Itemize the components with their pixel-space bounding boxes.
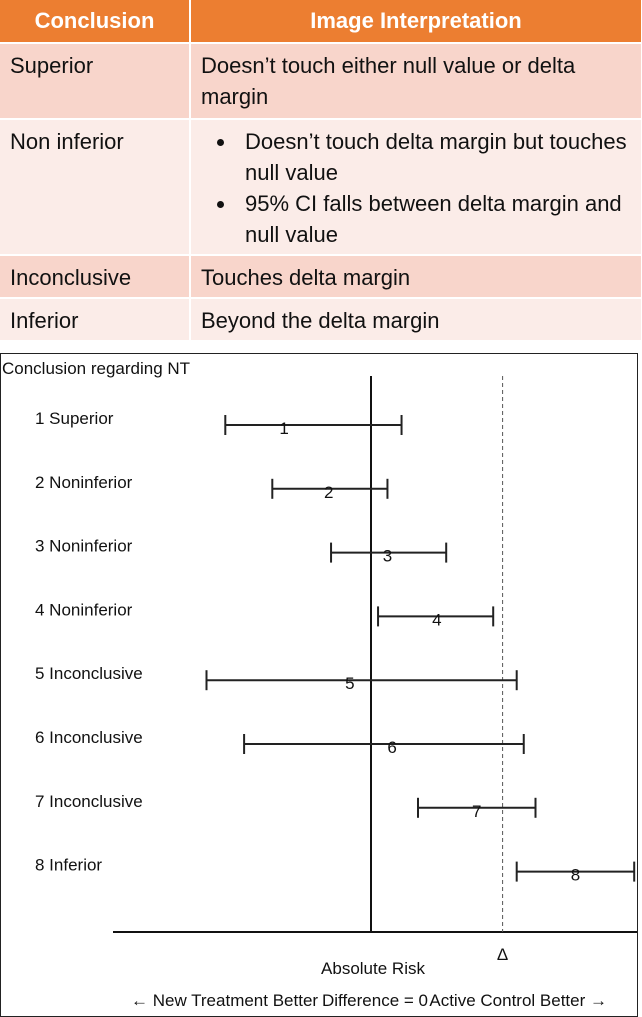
- null-label-line-1: Absolute Risk: [321, 959, 425, 978]
- header-image-interpretation: Image Interpretation: [190, 0, 642, 44]
- interval-label-1: 1 Superior: [35, 409, 114, 428]
- interval-label-3: 3 Noninferior: [35, 537, 133, 556]
- row-inferior-conclusion: Inferior: [0, 298, 191, 342]
- interval-point-8: 8: [571, 866, 580, 885]
- interval-label-7: 7 Inconclusive: [35, 792, 143, 811]
- row-superior-interpretation: Doesn’t touch either null value or delta…: [190, 43, 642, 120]
- interval-point-2: 2: [324, 483, 333, 502]
- row-noninferior-conclusion: Non inferior: [0, 119, 191, 256]
- table-row: Inconclusive Touches delta margin: [0, 255, 642, 299]
- interval-label-2: 2 Noninferior: [35, 473, 133, 492]
- noninferiority-figure: Conclusion regarding NT Δ Absolute Risk …: [0, 353, 638, 1017]
- interval-label-6: 6 Inconclusive: [35, 728, 143, 747]
- header-conclusion: Conclusion: [0, 0, 191, 44]
- interval-group: 1 Superior 1 2 Noninferior 2 3 Noninferior 3 4…: [35, 409, 636, 885]
- null-label-line-2: Difference = 0: [322, 991, 428, 1010]
- interval-point-1: 1: [279, 419, 288, 438]
- figure-heading: Conclusion regarding NT: [2, 359, 190, 378]
- row-noninferior-interpretation: Doesn’t touch delta margin but touches n…: [190, 119, 642, 256]
- left-arrow-label: ← New Treatment Better: [131, 991, 318, 1010]
- row-inferior-interpretation: Beyond the delta margin: [190, 298, 642, 342]
- bullet-item: Doesn’t touch delta margin but touches n…: [237, 126, 631, 188]
- interpretation-table: Conclusion Image Interpretation Superior…: [0, 0, 642, 342]
- table-row: Non inferior Doesn’t touch delta margin …: [0, 119, 642, 256]
- table-row: Superior Doesn’t touch either null value…: [0, 43, 642, 120]
- table-row: Inferior Beyond the delta margin: [0, 298, 642, 342]
- interval-point-5: 5: [345, 674, 354, 693]
- interval-point-4: 4: [432, 610, 441, 629]
- interval-label-4: 4 Noninferior: [35, 600, 133, 619]
- interval-point-7: 7: [472, 802, 481, 821]
- interval-diagram: Conclusion regarding NT Δ Absolute Risk …: [2, 359, 637, 1010]
- row-inconclusive-conclusion: Inconclusive: [0, 255, 191, 299]
- interval-label-8: 8 Inferior: [35, 856, 102, 875]
- row-superior-conclusion: Superior: [0, 43, 191, 120]
- interval-label-5: 5 Inconclusive: [35, 664, 143, 683]
- bullet-item: 95% CI falls between delta margin and nu…: [237, 188, 631, 250]
- delta-label: Δ: [497, 945, 508, 964]
- row-inconclusive-interpretation: Touches delta margin: [190, 255, 642, 299]
- interval-point-3: 3: [383, 547, 392, 566]
- right-arrow-label: Active Control Better →: [429, 991, 607, 1010]
- interval-point-6: 6: [387, 738, 396, 757]
